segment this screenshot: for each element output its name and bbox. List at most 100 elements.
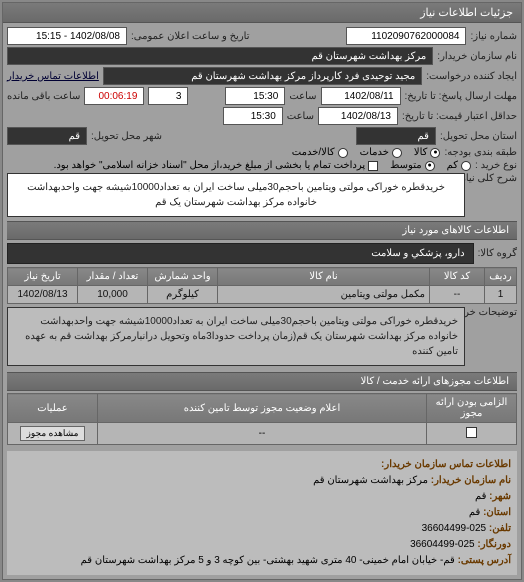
goods-desc-label: توضیحات خریدار: (469, 307, 517, 318)
contact-fax-label: دورنگار: (477, 539, 511, 550)
cell-row: 1 (485, 286, 517, 304)
contact-phone-label: تلفن: (489, 523, 511, 534)
purchase-treasury-check[interactable]: پرداخت تمام یا بخشی از مبلغ خرید،از محل … (54, 160, 379, 171)
contact-org-label: نام سازمان خریدار: (431, 475, 511, 486)
cell-code: -- (430, 286, 485, 304)
price-validity-date-field: 1402/08/13 (318, 107, 398, 125)
contact-section: اطلاعات تماس سازمان خریدار: نام سازمان خ… (7, 451, 517, 575)
delivery-state-label: استان محل تحویل: (440, 131, 517, 142)
remaining-time-field: 00:06:19 (84, 87, 144, 105)
delivery-state-field: قم (356, 127, 436, 145)
deadline-label: مهلت ارسال پاسخ: تا تاریخ: (405, 91, 517, 102)
contact-address-label: آدرس پستی: (458, 555, 511, 566)
budget-kala-radio[interactable]: کالا (414, 147, 441, 158)
row-requester: ایجاد کننده درخواست: مجید توحیدی فرد کار… (7, 67, 517, 85)
lic-status-cell: -- (98, 423, 427, 445)
panel-body: شماره نیاز: 1102090762000084 تاریخ و ساع… (3, 23, 521, 579)
contact-address-row: آدرس پستی: قم- خیابان امام خمینی- 40 متر… (13, 553, 511, 569)
contact-province-value: قم (469, 507, 480, 518)
panel-title: جزئیات اطلاعات نیاز (3, 3, 521, 23)
budget-label: طبقه بندی بودجه: (444, 147, 517, 158)
col-unit: واحد شمارش (148, 268, 218, 286)
row-purchase-type: نوع خرید : کم متوسط پرداخت تمام یا بخشی … (7, 160, 517, 171)
delivery-city-label: شهر محل تحویل: (91, 131, 162, 142)
need-details-panel: جزئیات اطلاعات نیاز شماره نیاز: 11020907… (2, 2, 522, 580)
row-goods-desc: توضیحات خریدار: خریدقطره خوراکی مولتی وی… (7, 307, 517, 366)
public-datetime-field: 1402/08/08 - 15:15 (7, 27, 127, 45)
lic-ops-cell: مشاهده مجوز (8, 423, 98, 445)
contact-city-label: شهر: (489, 491, 511, 502)
summary-box: خریدقطره خوراکی مولتی ویتامین باحجم30میل… (7, 173, 465, 217)
contact-title: اطلاعات تماس سازمان خریدار: (13, 457, 511, 473)
view-license-button[interactable]: مشاهده مجوز (20, 426, 86, 441)
buyer-contact-link[interactable]: اطلاعات تماس خریدار (7, 71, 99, 82)
contact-fax-row: دورنگار: 025-36604499 (13, 537, 511, 553)
requester-field: مجید توحیدی فرد کارپرداز مرکز بهداشت شهر… (103, 67, 422, 85)
requester-label: ایجاد کننده درخواست: (426, 71, 517, 82)
price-validity-label: حداقل اعتبار قیمت: تا تاریخ: (402, 111, 517, 122)
row-category: گروه کالا: دارو، پزشكي و سلامت (7, 243, 517, 264)
contact-address-value: قم- خیابان امام خمینی- 40 متری شهید بهشت… (81, 555, 455, 566)
contact-province-row: استان: قم (13, 505, 511, 521)
purchase-medium-radio[interactable]: متوسط (390, 160, 434, 171)
contact-phone-row: تلفن: 025-36604499 (13, 521, 511, 537)
col-qty: تعداد / مقدار (78, 268, 148, 286)
category-label: گروه کالا: (478, 248, 517, 259)
deadline-date-field: 1402/08/11 (321, 87, 401, 105)
lic-mandatory-cell (427, 423, 517, 445)
col-date: تاریخ نیاز (8, 268, 78, 286)
budget-khadamat-radio[interactable]: خدمات (360, 147, 402, 158)
lic-col-ops: عملیات (8, 394, 98, 423)
row-buyer-org: نام سازمان خریدار: مرکز بهداشت شهرستان ق… (7, 47, 517, 65)
row-summary: شرح کلی نیاز: خریدقطره خوراکی مولتی ویتا… (7, 173, 517, 217)
cell-name: مکمل مولتی ویتامین (218, 286, 430, 304)
row-number: شماره نیاز: 1102090762000084 تاریخ و ساع… (7, 27, 517, 45)
goods-header-row: ردیف کد کالا نام کالا واحد شمارش تعداد /… (8, 268, 517, 286)
price-validity-time-label: ساعت (287, 111, 314, 122)
cell-qty: 10,000 (78, 286, 148, 304)
buyer-org-field: مرکز بهداشت شهرستان قم (7, 47, 433, 65)
remaining-label: ساعت باقی مانده (7, 91, 80, 102)
contact-org-row: نام سازمان خریدار: مرکز بهداشت شهرستان ق… (13, 473, 511, 489)
contact-phone-value: 025-36604499 (422, 523, 487, 534)
contact-fax-value: 025-36604499 (410, 539, 475, 550)
row-budget: طبقه بندی بودجه: کالا خدمات کالا/خدمت (7, 147, 517, 158)
summary-label: شرح کلی نیاز: (469, 173, 517, 184)
license-header-row: الزامی بودن ارائه مجوز اعلام وضعیت مجوز … (8, 394, 517, 423)
buyer-org-label: نام سازمان خریدار: (437, 51, 517, 62)
row-deadline: مهلت ارسال پاسخ: تا تاریخ: 1402/08/11 سا… (7, 87, 517, 105)
row-delivery-state: استان محل تحویل: قم شهر محل تحویل: قم (7, 127, 517, 145)
goods-table: ردیف کد کالا نام کالا واحد شمارش تعداد /… (7, 267, 517, 304)
license-table: الزامی بودن ارائه مجوز اعلام وضعیت مجوز … (7, 393, 517, 445)
purchase-low-radio[interactable]: کم (447, 160, 471, 171)
remaining-days-field: 3 (148, 87, 188, 105)
lic-col-mandatory: الزامی بودن ارائه مجوز (427, 394, 517, 423)
lic-col-status: اعلام وضعیت مجوز توسط تامین کننده (98, 394, 427, 423)
col-name: نام کالا (218, 268, 430, 286)
licenses-title: اطلاعات مجوزهای ارائه خدمت / کالا (7, 372, 517, 391)
deadline-time-label: ساعت (289, 91, 316, 102)
deadline-time-field: 15:30 (225, 87, 285, 105)
goods-desc-box: خریدقطره خوراکی مولتی ویتامین باحجم30میل… (7, 307, 465, 366)
price-validity-time-field: 15:30 (223, 107, 283, 125)
col-code: کد کالا (430, 268, 485, 286)
license-row: -- مشاهده مجوز (8, 423, 517, 445)
checkbox-icon[interactable] (466, 427, 477, 438)
delivery-city-field: قم (7, 127, 87, 145)
contact-org-value: مرکز بهداشت شهرستان قم (313, 475, 428, 486)
row-price-validity: حداقل اعتبار قیمت: تا تاریخ: 1402/08/13 … (7, 107, 517, 125)
budget-both-radio[interactable]: کالا/خدمت (292, 147, 348, 158)
col-row: ردیف (485, 268, 517, 286)
purchase-type-label: نوع خرید : (475, 160, 517, 171)
contact-city-row: شهر: قم (13, 489, 511, 505)
goods-section-title: اطلاعات کالاهای مورد نیاز (7, 221, 517, 240)
cell-unit: کیلوگرم (148, 286, 218, 304)
contact-city-value: قم (475, 491, 486, 502)
cell-date: 1402/08/13 (8, 286, 78, 304)
need-number-label: شماره نیاز: (470, 31, 517, 42)
contact-province-label: استان: (483, 507, 511, 518)
table-row[interactable]: 1 -- مکمل مولتی ویتامین کیلوگرم 10,000 1… (8, 286, 517, 304)
public-datetime-label: تاریخ و ساعت اعلان عمومی: (131, 31, 250, 42)
need-number-field: 1102090762000084 (346, 27, 466, 45)
category-field: دارو، پزشكي و سلامت (7, 243, 474, 264)
